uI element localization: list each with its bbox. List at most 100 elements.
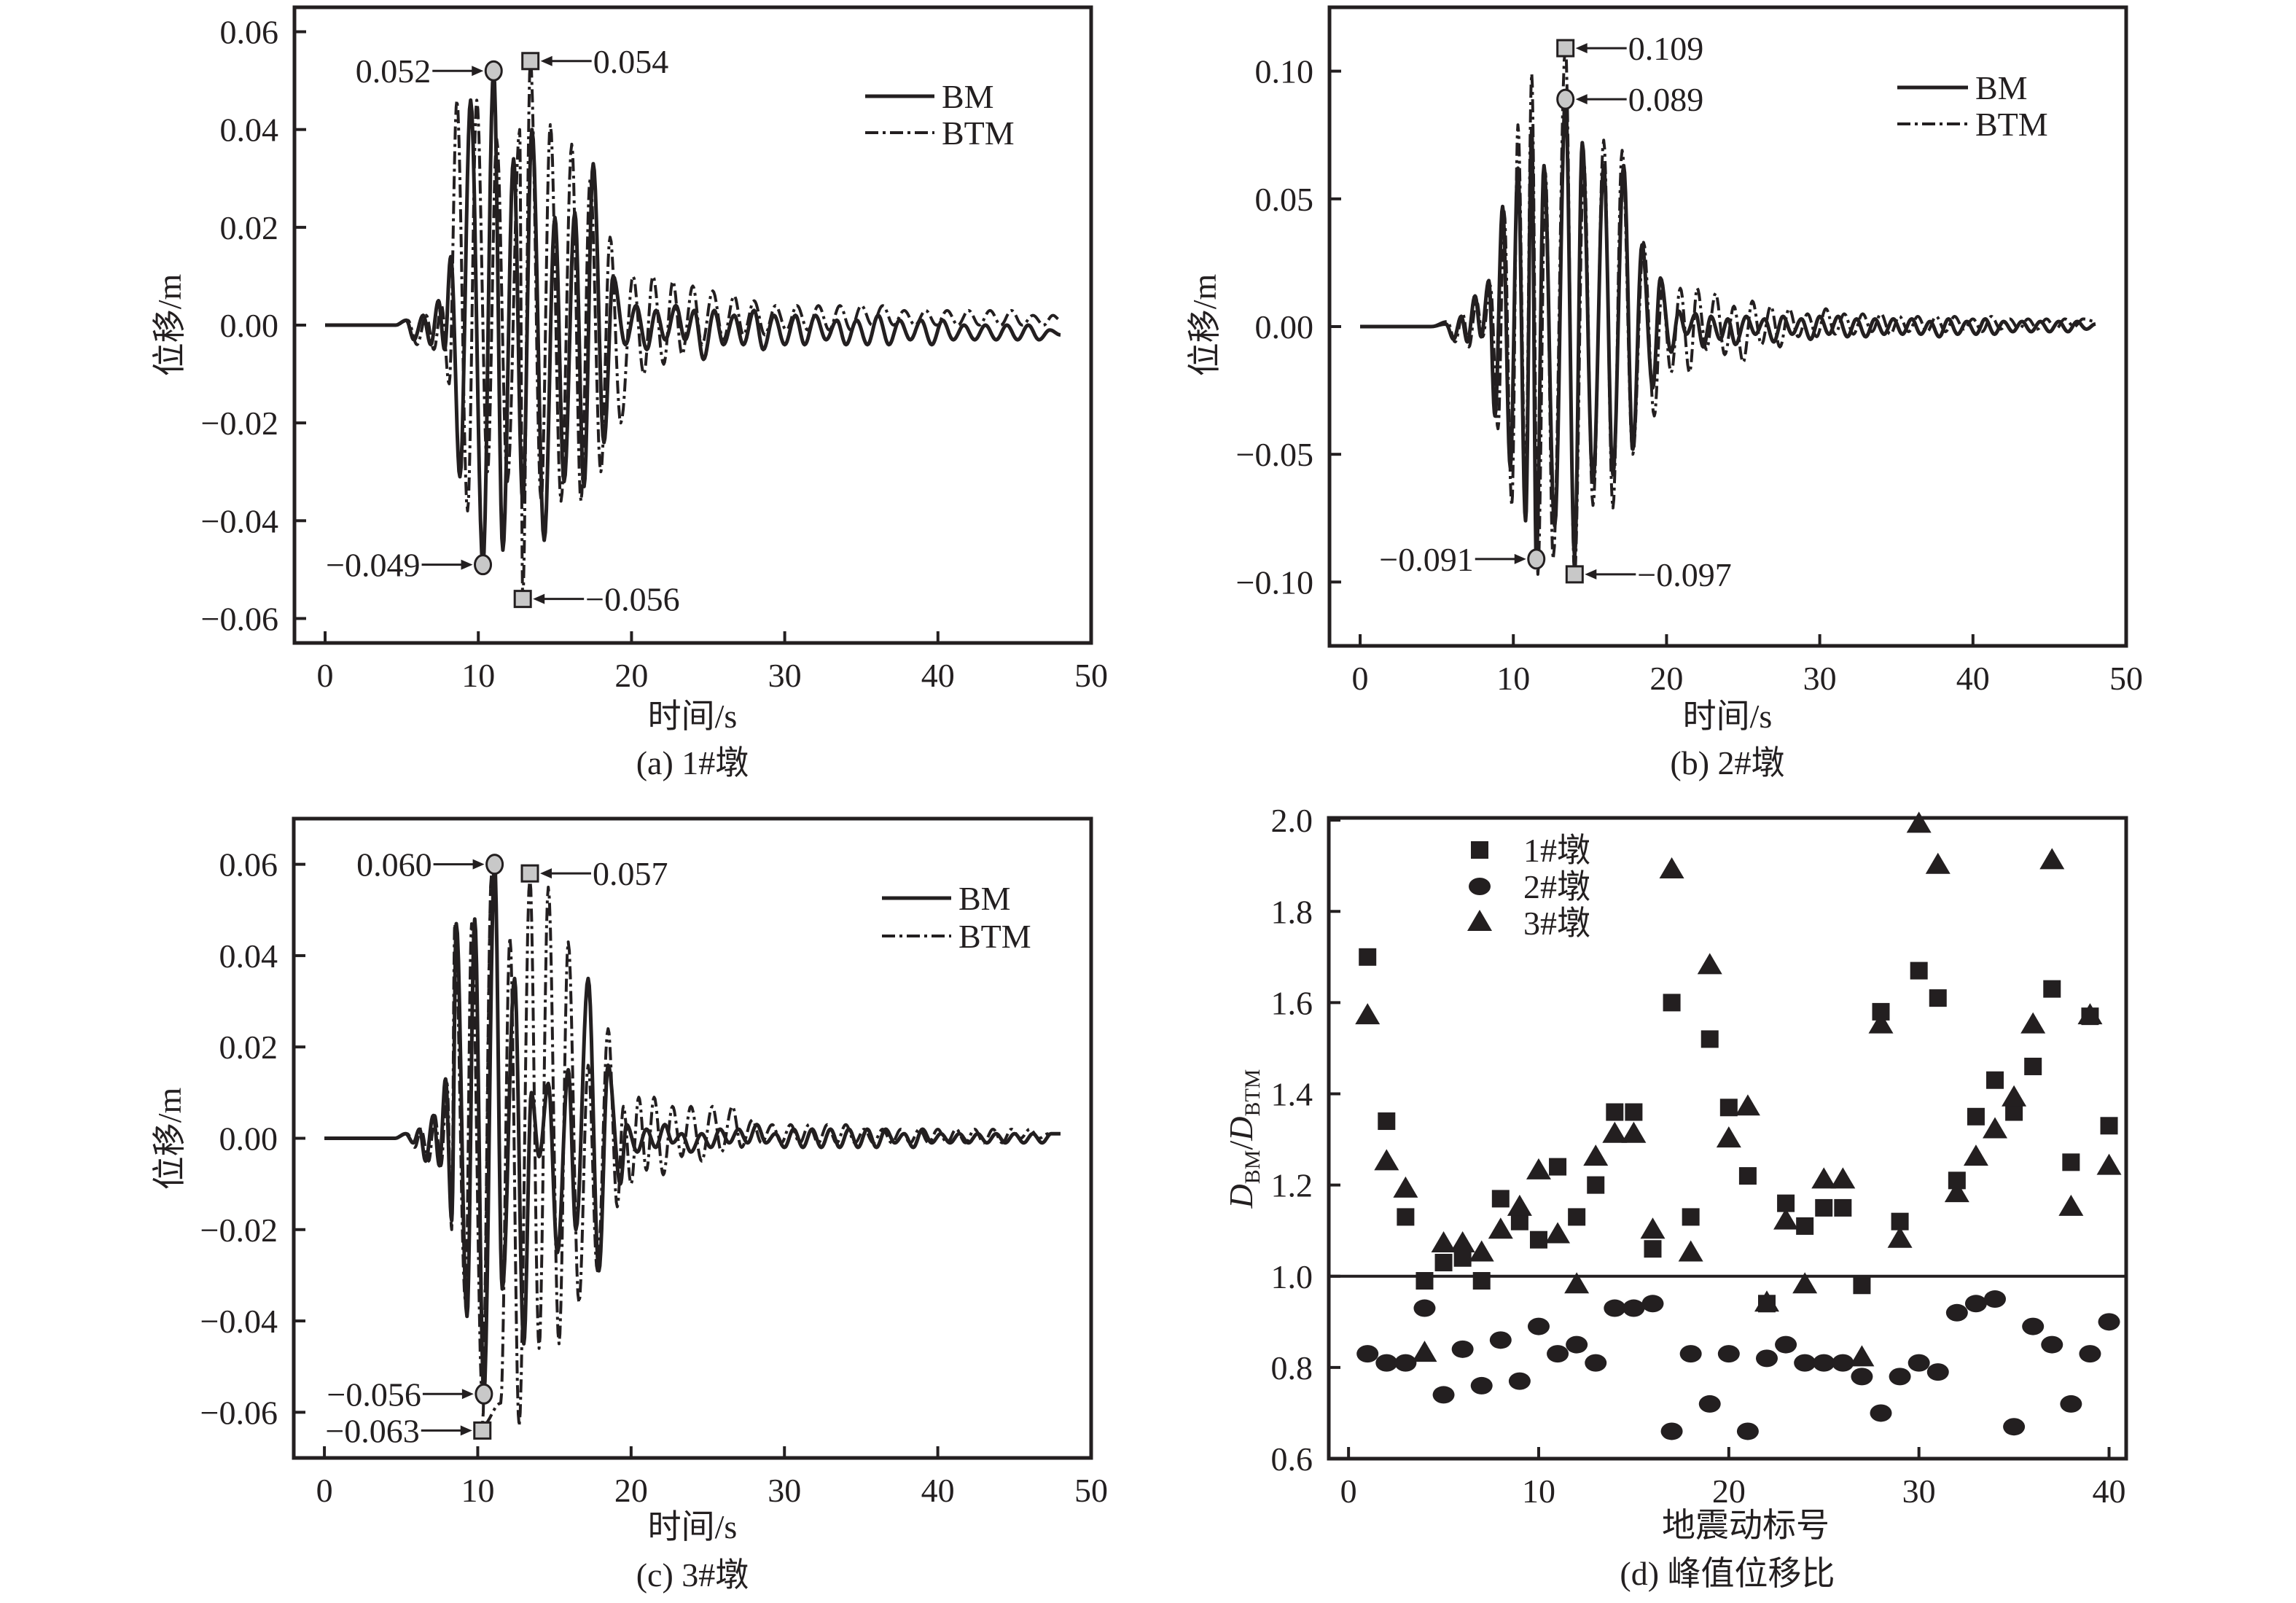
a-xtick-label: 50 [1074, 657, 1108, 694]
peak-value-label: −0.056 [327, 1376, 421, 1413]
data-point-square [1853, 1276, 1871, 1295]
legend-label-btm: BTM [958, 918, 1031, 955]
data-point-square [1491, 1190, 1510, 1208]
data-point-triangle [1906, 811, 1932, 833]
data-point-square [1397, 1208, 1415, 1226]
peak-value-label: 0.109 [1628, 30, 1704, 67]
arrow-head-icon [540, 55, 552, 66]
c-peak-annotation: −0.063 [325, 1412, 492, 1449]
data-point-circle [1451, 1340, 1474, 1358]
data-point-triangle [1735, 1094, 1760, 1116]
c-peak-annotation: 0.057 [520, 855, 668, 892]
c-ytick-label: 0.06 [219, 846, 278, 884]
a-ytick-label: 0.04 [220, 112, 279, 149]
data-point-circle [1908, 1354, 1930, 1372]
panel-c-displacement-pier-3: 0 10 20 30 40 50 0.06 0.04 0.02 0.00 −0.02 −0.04 −0.… [151, 816, 1108, 1594]
data-point-square [1606, 1103, 1624, 1121]
a-peak-annotation: 0.052 [356, 52, 503, 90]
ylabel-sub2: BTM [1241, 1069, 1265, 1117]
peak-marker-circle [1556, 88, 1575, 110]
arrow-head-icon [472, 66, 484, 77]
c-ytick-label: −0.02 [200, 1212, 278, 1249]
data-point-triangle [1773, 1208, 1799, 1230]
b-ytick-label: −0.05 [1236, 436, 1313, 473]
a-peak-annotation: −0.049 [326, 547, 493, 584]
panel-a-displacement-pier-1: 0 10 20 30 40 50 0.06 0.04 0.02 0.00 −0.02 −0.04 −0.… [151, 5, 1108, 781]
data-point-triangle [1393, 1176, 1418, 1198]
d-xtick-label: 20 [1712, 1473, 1746, 1510]
panel-c-ticks: 0 10 20 30 40 50 0.06 0.04 0.02 0.00 −0.02 −0.04 −0.… [200, 846, 1108, 1509]
data-point-square [1549, 1158, 1567, 1176]
panel-d-peak-displacement-ratio: 0 10 20 30 40 2.0 1.8 1.6 1.4 1.2 1.0 0.8 0.6 1#墩2#墩… [1222, 802, 2128, 1592]
data-point-circle [1527, 1317, 1550, 1335]
data-point-square [1796, 1217, 1814, 1235]
data-point-circle [1794, 1354, 1816, 1372]
c-xtick-label: 30 [768, 1472, 801, 1509]
c-peak-annotation: −0.056 [327, 1376, 493, 1413]
peak-value-label: 0.089 [1628, 81, 1704, 118]
peak-marker-square [1565, 565, 1584, 584]
b-xtick-label: 10 [1496, 660, 1530, 697]
data-point-square [1682, 1208, 1700, 1226]
c-ytick-label: 0.02 [219, 1029, 278, 1066]
data-point-square [1986, 1071, 2004, 1089]
data-point-circle [2079, 1345, 2101, 1363]
peak-value-label: −0.097 [1637, 556, 1731, 593]
legend-label-btm: BTM [942, 114, 1015, 152]
panel-b-ticks: 0 10 20 30 40 50 0.10 0.05 0.00 −0.05 −0.10 [1236, 53, 2143, 697]
a-ytick-label: 0.06 [220, 14, 279, 51]
a-series-btm-line [325, 59, 1061, 601]
peak-marker-square [473, 1421, 492, 1440]
b-xtick-label: 50 [2109, 660, 2143, 697]
a-ytick-label: −0.02 [201, 405, 278, 442]
c-xtick-label: 10 [461, 1472, 494, 1509]
data-point-square [2100, 1117, 2118, 1135]
data-point-circle [1375, 1354, 1398, 1372]
panel-c-caption: (c) 3#墩 [636, 1556, 749, 1594]
data-point-circle [2041, 1335, 2063, 1354]
data-point-triangle [1811, 1167, 1837, 1189]
data-point-triangle [1412, 1341, 1437, 1362]
data-point-circle [1755, 1349, 1778, 1368]
peak-marker-circle [475, 1383, 493, 1405]
data-point-circle [1356, 1345, 1379, 1363]
panel-d-ylabel: DBM/DBTM [1222, 1069, 1265, 1209]
peak-marker-circle [485, 854, 504, 875]
data-point-circle [1413, 1299, 1436, 1317]
peak-value-label: −0.049 [326, 547, 420, 584]
data-point-circle [1984, 1290, 2007, 1308]
panel-d-points [1355, 811, 2122, 1440]
peak-marker-circle [484, 60, 503, 82]
data-point-circle [1641, 1295, 1664, 1313]
data-point-triangle [1431, 1230, 1456, 1252]
data-point-square [1663, 994, 1681, 1012]
data-point-triangle [1488, 1217, 1513, 1239]
a-peak-annotation: 0.054 [521, 43, 668, 80]
b-series-bm-line [1360, 97, 2097, 561]
panel-a-caption: (a) 1#墩 [636, 744, 749, 781]
data-point-triangle [1830, 1167, 1856, 1189]
data-point-triangle [1450, 1230, 1475, 1252]
data-point-square [1378, 1112, 1396, 1131]
data-point-triangle [1374, 1149, 1399, 1171]
c-ytick-label: −0.06 [200, 1394, 278, 1431]
arrow-head-icon [460, 1425, 472, 1436]
peak-value-label: −0.056 [585, 581, 679, 618]
legend-label-bm: BM [1975, 69, 2028, 106]
a-ytick-label: −0.04 [201, 502, 278, 539]
b-peak-annotation: −0.091 [1379, 541, 1546, 578]
series-circle [1356, 1290, 2120, 1440]
data-point-triangle [1640, 1217, 1666, 1239]
data-point-square [2062, 1153, 2080, 1171]
data-point-triangle [1526, 1158, 1551, 1179]
ylabel-slash: / [1222, 1141, 1260, 1150]
data-point-circle [2098, 1313, 2120, 1331]
data-point-square [1967, 1107, 1985, 1126]
legend-marker-circle [1469, 878, 1491, 895]
data-point-triangle [1983, 1117, 2008, 1139]
data-point-square [1529, 1230, 1547, 1249]
data-point-square [1359, 948, 1377, 966]
data-point-triangle [1355, 1003, 1381, 1025]
data-point-triangle [1507, 1194, 1532, 1216]
